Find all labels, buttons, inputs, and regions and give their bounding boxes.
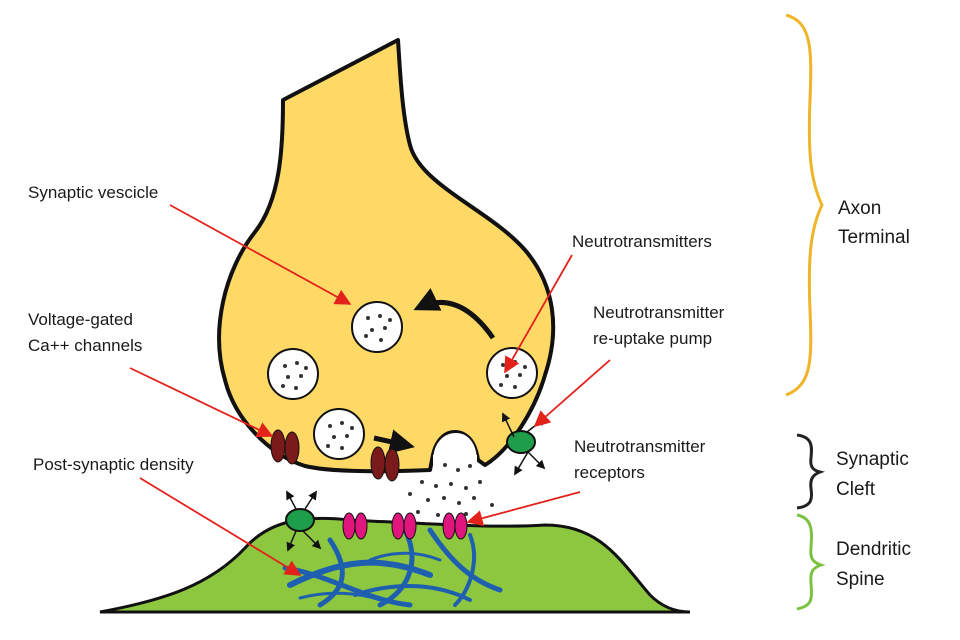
recycling-arrow bbox=[413, 288, 496, 340]
vesicle-left bbox=[267, 348, 319, 400]
axon-terminal-shape bbox=[217, 38, 556, 474]
region-synaptic: Synaptic bbox=[836, 449, 909, 470]
pointer-ca-channels bbox=[129, 367, 274, 438]
brace-axon-terminal bbox=[785, 13, 824, 397]
pointer-arrows bbox=[129, 204, 611, 576]
label-voltage-gated: Voltage-gated bbox=[28, 310, 133, 329]
label-reuptake-line2: re-uptake pump bbox=[593, 329, 712, 348]
receptor-2 bbox=[391, 512, 417, 540]
fusing-vesicle bbox=[431, 430, 479, 463]
label-reuptake-line1: Neutrotransmitter bbox=[593, 303, 725, 322]
ca-channel-right bbox=[370, 446, 400, 482]
region-dendritic: Dendritic bbox=[836, 539, 911, 560]
receptor-1 bbox=[342, 512, 368, 540]
brace-dendritic-spine bbox=[796, 513, 826, 611]
pointer-post-synaptic-density bbox=[139, 477, 302, 576]
label-receptors-line2: receptors bbox=[574, 463, 645, 482]
pointer-reuptake-pump bbox=[533, 359, 611, 428]
label-receptors-line1: Neutrotransmitter bbox=[574, 437, 706, 456]
vesicle-bottom bbox=[313, 408, 365, 460]
region-cleft: Cleft bbox=[836, 479, 876, 500]
label-neurotransmitters: Neutrotransmitters bbox=[572, 232, 712, 251]
ca-channel-left bbox=[270, 429, 300, 465]
brace-synaptic-cleft bbox=[796, 433, 826, 510]
pointer-synaptic-vesicle bbox=[169, 204, 352, 305]
pointer-receptors bbox=[466, 491, 581, 527]
vesicle-movement-arrow bbox=[373, 429, 415, 454]
region-spine: Spine bbox=[836, 569, 885, 590]
label-synaptic-vesicle: Synaptic vescicle bbox=[28, 183, 158, 202]
released-neurotransmitters bbox=[408, 463, 494, 517]
region-terminal: Terminal bbox=[838, 227, 910, 248]
vesicle-top bbox=[351, 301, 403, 353]
vesicle-right bbox=[486, 347, 538, 399]
reuptake-pump-postsynaptic bbox=[285, 490, 322, 552]
pointer-neurotransmitters bbox=[504, 254, 573, 374]
label-post-synaptic-density: Post-synaptic density bbox=[33, 455, 194, 474]
region-axon: Axon bbox=[838, 198, 881, 219]
label-ca-channels: Ca++ channels bbox=[28, 336, 142, 355]
